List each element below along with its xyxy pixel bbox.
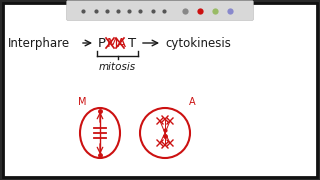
Text: A: A [189, 97, 196, 107]
Text: Interphare: Interphare [8, 37, 70, 50]
FancyBboxPatch shape [67, 1, 253, 21]
Text: P: P [98, 37, 106, 50]
Text: A: A [117, 37, 126, 50]
Text: mitosis: mitosis [99, 62, 136, 72]
Text: T: T [128, 37, 136, 50]
Text: cytokinesis: cytokinesis [165, 37, 231, 50]
Text: M: M [107, 37, 118, 50]
FancyBboxPatch shape [3, 3, 317, 177]
Text: M: M [78, 97, 86, 107]
